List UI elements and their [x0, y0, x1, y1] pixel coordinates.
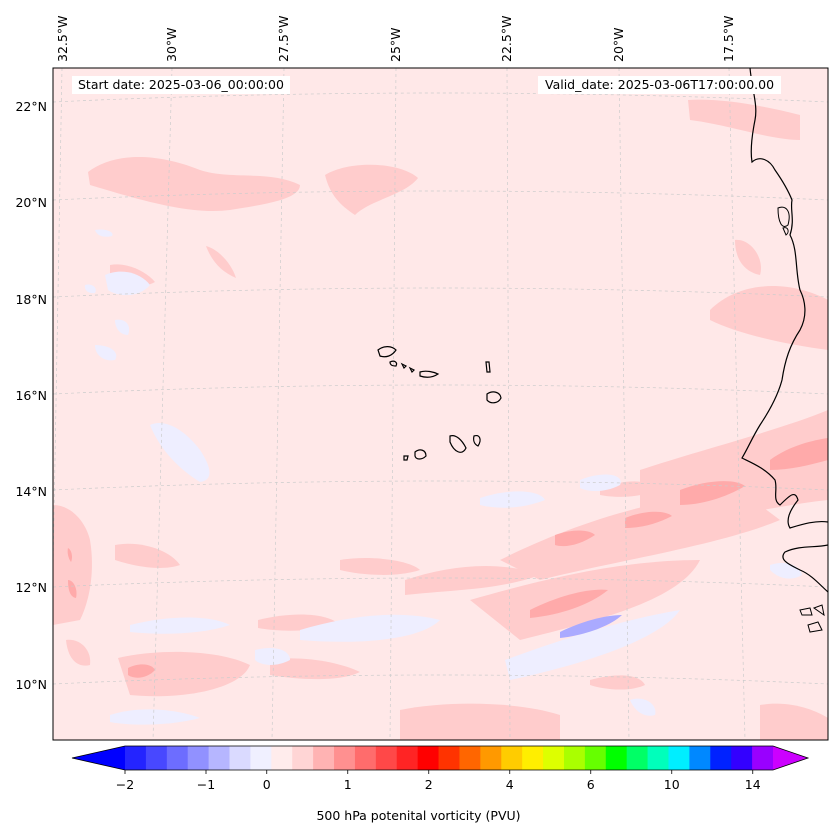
lon-label-25w: 25°W [388, 27, 403, 62]
colorbar-min-arrow [72, 746, 125, 770]
africa-coastline-south [782, 544, 828, 593]
colorbar-segment [125, 746, 147, 770]
longitude-labels: 32.5°W 30°W 27.5°W 25°W 22.5°W 20°W 17.5… [55, 16, 736, 62]
lon-label-27-5w: 27.5°W [276, 16, 291, 62]
colorbar-tick-label: −2 [116, 777, 134, 792]
lon-label-20w: 20°W [611, 27, 626, 62]
colorbar-segment [229, 746, 251, 770]
colorbar-segment [752, 746, 774, 770]
africa-coastline [741, 68, 828, 529]
colorbar-segment [710, 746, 732, 770]
colorbar-segment [271, 746, 293, 770]
colorbar-segment [334, 746, 356, 770]
coast-fragment [777, 206, 790, 236]
lon-label-22-5w: 22.5°W [499, 16, 514, 62]
colorbar-segment [208, 746, 231, 770]
lon-label-32-5w: 32.5°W [55, 16, 70, 62]
lat-label-22n: 22°N [15, 99, 47, 114]
colorbar-segment [501, 746, 523, 770]
colorbar-segment [626, 746, 649, 770]
colorbar-segment [313, 746, 335, 770]
cape-verde-islands [377, 346, 502, 461]
colorbar-tick-label: 2 [425, 777, 433, 792]
colorbar-segment [543, 746, 565, 770]
colorbar-segment [438, 746, 460, 770]
colorbar-tick-label: −1 [197, 777, 215, 792]
colorbar-tick-label: 4 [506, 777, 514, 792]
pv-negative-contours [84, 229, 802, 725]
lon-label-17-5w: 17.5°W [721, 16, 736, 62]
colorbar-tick-label: 14 [745, 777, 761, 792]
lat-label-14n: 14°N [15, 484, 47, 499]
colorbar-segment [417, 746, 440, 770]
bijagos-islands [799, 604, 825, 633]
colorbar-segment [584, 746, 607, 770]
lat-label-16n: 16°N [15, 388, 47, 403]
colorbar-segment [605, 746, 628, 770]
colorbar-segment [354, 746, 377, 770]
lon-label-30w: 30°W [164, 27, 179, 62]
colorbar-segment [480, 746, 502, 770]
colorbar-ticks: −2 −1 0 1 2 4 6 10 14 [116, 770, 761, 792]
colorbar-segment [145, 746, 168, 770]
graticule [53, 68, 828, 740]
colorbar-segment [668, 746, 690, 770]
colorbar-segment [250, 746, 272, 770]
colorbar-segment [375, 746, 398, 770]
colorbar-segment [731, 746, 753, 770]
colorbar-segment [689, 746, 711, 770]
pv-negative-core [560, 615, 622, 638]
colorbar-tick-label: 10 [664, 777, 680, 792]
lat-label-20n: 20°N [15, 195, 47, 210]
colorbar-segment [292, 746, 314, 770]
colorbar-segment [522, 746, 544, 770]
lat-label-12n: 12°N [15, 580, 47, 595]
colorbar-segments [125, 746, 774, 770]
colorbar: −2 −1 0 1 2 4 6 10 14 [71, 745, 810, 792]
pv-stronger-contours [67, 438, 828, 678]
colorbar-segment [563, 746, 586, 770]
colorbar-tick-label: 0 [263, 777, 271, 792]
colorbar-tick-label: 6 [587, 777, 595, 792]
latitude-labels: 22°N 20°N 18°N 16°N 14°N 12°N 10°N [15, 99, 47, 692]
start-date-label: Start date: 2025-03-06_00:00:00 [72, 76, 290, 94]
colorbar-label: 500 hPa potenital vorticity (PVU) [316, 808, 521, 823]
colorbar-max-arrow [773, 746, 808, 770]
colorbar-tick-label: 1 [344, 777, 352, 792]
colorbar-segment [647, 746, 669, 770]
valid-date-label: Valid_date: 2025-03-06T17:00:00.00 [538, 76, 782, 94]
lat-label-10n: 10°N [15, 677, 47, 692]
map-frame [52, 67, 829, 741]
lat-label-18n: 18°N [15, 292, 47, 307]
colorbar-segment [166, 746, 189, 770]
colorbar-segment [459, 746, 481, 770]
colorbar-segment [187, 746, 210, 770]
colorbar-segment [396, 746, 419, 770]
